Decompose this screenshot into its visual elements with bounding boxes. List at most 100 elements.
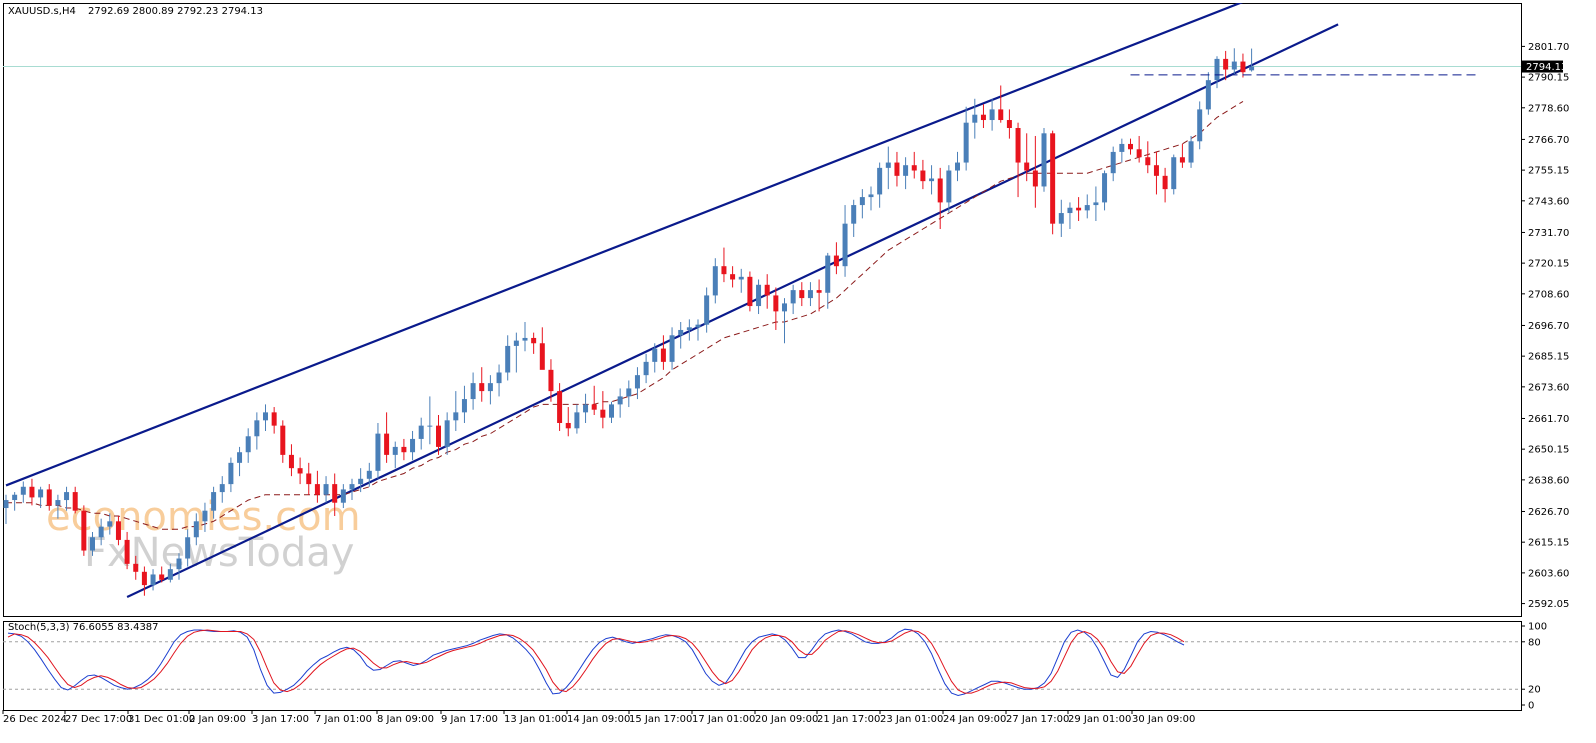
- candle: [955, 151, 960, 182]
- price-tick-label: 2661.70: [1528, 414, 1569, 425]
- candle: [427, 396, 433, 445]
- candle-body: [1110, 151, 1116, 174]
- candle-body: [306, 473, 312, 485]
- candle-body: [773, 295, 779, 312]
- candle-body: [851, 205, 857, 224]
- candle: [202, 502, 208, 532]
- candle-body: [107, 521, 113, 527]
- candle: [496, 364, 502, 397]
- candle-body: [946, 170, 952, 203]
- candle-body: [747, 276, 753, 307]
- candle: [20, 481, 26, 503]
- stoch-tick-label: 20: [1528, 685, 1541, 696]
- candle: [851, 199, 857, 237]
- candle-body: [531, 337, 537, 344]
- candle: [1015, 122, 1021, 198]
- time-tick-label: 29 Jan 01:00: [1068, 714, 1131, 725]
- candle-body: [885, 162, 891, 168]
- candle-body: [669, 335, 675, 362]
- candle-body: [12, 494, 18, 501]
- candle-body: [150, 574, 156, 586]
- candle-body: [678, 329, 684, 336]
- candle: [46, 484, 52, 511]
- time-tick-label: 27 Jan 17:00: [1006, 714, 1069, 725]
- current-price-tag: 2794.13: [1522, 60, 1567, 73]
- candle: [263, 404, 268, 431]
- candle-body: [764, 284, 770, 296]
- candle: [141, 566, 147, 596]
- candle-body: [159, 574, 165, 580]
- candle-body: [1041, 133, 1047, 187]
- price-tick-label: 2638.60: [1528, 475, 1569, 486]
- price-tick-label: 2731.70: [1528, 228, 1569, 239]
- candle: [574, 404, 580, 434]
- moving-average-line: [6, 100, 1244, 530]
- candle-body: [1128, 143, 1133, 150]
- candle-body: [1240, 61, 1246, 73]
- candle-body: [756, 284, 762, 307]
- candle-body: [911, 165, 917, 171]
- candle: [228, 457, 234, 493]
- candle-body: [401, 446, 407, 453]
- price-tick-label: 2720.15: [1528, 259, 1569, 270]
- candle-body: [185, 537, 191, 559]
- candle-body: [1214, 58, 1220, 81]
- candle-body: [1032, 170, 1038, 187]
- candle: [366, 462, 372, 487]
- candle-body: [790, 290, 796, 304]
- candle: [539, 327, 545, 370]
- candle-body: [548, 369, 554, 392]
- candle: [669, 327, 675, 370]
- candle-body: [1084, 205, 1090, 211]
- candle: [1153, 151, 1159, 195]
- candle-body: [20, 486, 26, 495]
- candle-body: [634, 375, 640, 389]
- stochastic-signal-line: [7, 629, 1185, 694]
- stochastic-axis: 100 80 20 0: [1521, 622, 1547, 712]
- candle: [609, 401, 614, 423]
- time-tick-label: 15 Jan 17:00: [629, 714, 692, 725]
- candle: [565, 407, 571, 437]
- candle: [1076, 197, 1082, 222]
- candle-body: [1050, 133, 1056, 224]
- candle: [894, 151, 900, 187]
- time-tick-label: 30 Jan 09:00: [1132, 714, 1195, 725]
- candle: [470, 372, 476, 410]
- price-tick-label: 2592.05: [1528, 599, 1569, 610]
- candle: [401, 438, 407, 461]
- candle: [392, 441, 398, 469]
- candle: [12, 492, 18, 511]
- candle: [790, 284, 796, 315]
- candle-body: [436, 425, 441, 447]
- candle-body: [245, 436, 251, 453]
- candle: [704, 287, 710, 333]
- candle-body: [989, 109, 995, 121]
- current-price-label: 2794.13: [1526, 62, 1567, 73]
- candle: [384, 412, 390, 463]
- candle: [38, 486, 44, 509]
- candle: [885, 146, 891, 190]
- candle-body: [314, 484, 320, 495]
- price-channel: [5, 3, 1339, 599]
- candle: [167, 563, 173, 583]
- candle: [1145, 141, 1151, 174]
- candle-body: [799, 290, 805, 299]
- candle-body: [782, 303, 787, 312]
- candle: [764, 274, 770, 309]
- candle-body: [600, 409, 606, 418]
- price-tick-label: 2685.15: [1528, 352, 1569, 363]
- candle: [410, 430, 416, 461]
- candle: [487, 375, 493, 405]
- candle-body: [617, 396, 623, 405]
- candle: [877, 162, 883, 208]
- candle-body: [963, 122, 969, 163]
- candle: [1214, 56, 1220, 89]
- candle: [1231, 48, 1237, 75]
- candle-body: [1093, 202, 1099, 206]
- price-tick-label: 2801.70: [1528, 42, 1569, 53]
- time-tick-label: 24 Jan 09:00: [943, 714, 1006, 725]
- candle-body: [427, 425, 433, 427]
- price-tick-label: 2708.60: [1528, 289, 1569, 300]
- candle-body: [349, 484, 355, 490]
